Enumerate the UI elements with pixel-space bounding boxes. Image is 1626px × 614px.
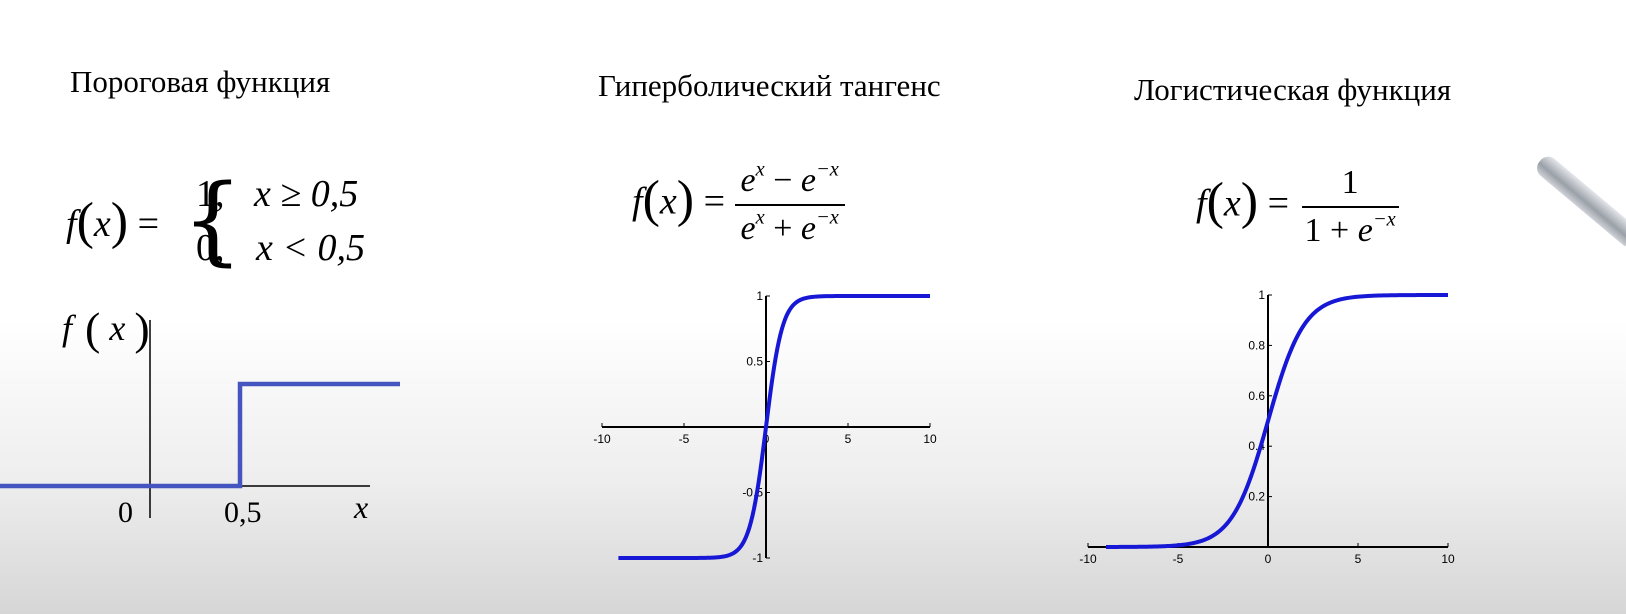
logistic-title: Логистическая функция <box>1134 72 1452 107</box>
logistic-xtick-label: -5 <box>1173 552 1184 566</box>
threshold-chart: f ( x ) 0 0,5 x <box>0 303 400 529</box>
logistic-xtick-label: -10 <box>1079 552 1097 566</box>
logistic-xtick-label: 0 <box>1265 552 1272 566</box>
step-line <box>0 381 400 489</box>
formula-f: f <box>66 203 77 245</box>
tick-zero: 0 <box>118 496 133 529</box>
tanh-ytick-label: 1 <box>756 290 763 303</box>
logistic-chart: -10 -5 0 5 100.20.40.60.81 <box>1079 288 1455 566</box>
logistic-ytick-label: 1 <box>1258 288 1265 302</box>
tanh-ytick-label: -1 <box>752 551 763 565</box>
case2-value: 0, <box>196 227 225 269</box>
svg-text:f ( x ): f ( x ) <box>62 303 150 354</box>
tick-threshold: 0,5 <box>224 496 262 529</box>
tanh-chart: -10 -5 0 5 10-1-0.50.51 <box>593 290 937 565</box>
logistic-ytick-label: 0.2 <box>1248 490 1265 504</box>
logistic-ytick-label: 0.8 <box>1248 338 1265 352</box>
logistic-curve <box>1106 293 1448 549</box>
case2-condition: x < 0,5 <box>256 227 366 269</box>
tanh-ytick-label: 0.5 <box>746 355 763 369</box>
logistic-xtick-label: 10 <box>1441 552 1455 566</box>
tanh-formula: f(x) = ex − e−x ex + e−x <box>632 160 845 248</box>
tanh-curve <box>618 294 930 560</box>
logistic-xtick-label: 5 <box>1355 552 1362 566</box>
pen-icon <box>1532 152 1626 247</box>
logistic-formula: f(x) = 1 1 + e−x <box>1196 164 1402 250</box>
tanh-xtick-label: -10 <box>593 432 611 446</box>
tanh-xtick-label: -5 <box>679 432 690 446</box>
tanh-ytick-label: -0.5 <box>742 486 763 500</box>
case1-value: 1, <box>196 173 225 215</box>
case1-condition: x ≥ 0,5 <box>254 173 359 215</box>
tanh-title: Гиперболический тангенс <box>598 68 941 103</box>
threshold-xlabel: x <box>353 489 368 525</box>
tanh-xtick-label: 5 <box>845 432 852 446</box>
tanh-xtick-label: 10 <box>923 432 937 446</box>
threshold-title: Пороговая функция <box>70 64 331 99</box>
threshold-ylabel: f <box>62 308 77 348</box>
logistic-ytick-label: 0.6 <box>1248 389 1265 403</box>
brace: { <box>182 164 244 276</box>
